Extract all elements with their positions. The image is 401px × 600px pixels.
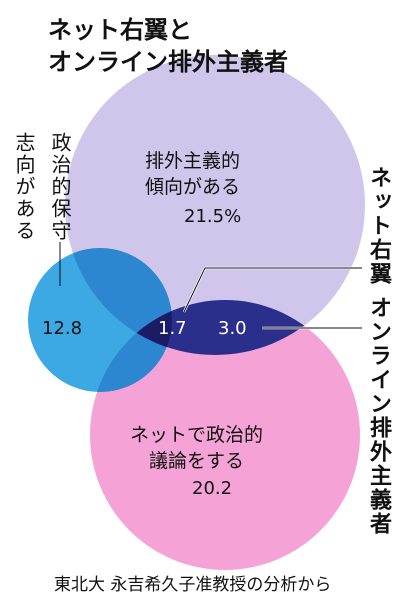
label-line: 傾向がある bbox=[145, 176, 241, 198]
label-line: 議論をする bbox=[149, 450, 245, 472]
title: オンライン排外主義者 bbox=[48, 48, 288, 76]
circle-label: 排外主義的傾向がある bbox=[145, 148, 240, 200]
overlap-value: 1.7 bbox=[158, 318, 187, 339]
circle-value: 20.2 bbox=[192, 478, 233, 499]
circle-label: 志向がある bbox=[12, 132, 36, 242]
label-line: 排外主義的 bbox=[145, 150, 241, 172]
circle-label: 政治的保守 bbox=[48, 132, 72, 242]
pink-circle bbox=[90, 300, 360, 570]
circle-value: 21.5% bbox=[184, 206, 242, 227]
overlap-value: 3.0 bbox=[218, 318, 247, 339]
source: 東北大 永吉希久子准教授の分析から bbox=[54, 575, 332, 595]
circle-label: ネットで政治的 議論をする bbox=[130, 422, 263, 474]
title: ネット右翼と bbox=[48, 16, 192, 44]
label-line: ネットで政治的 bbox=[130, 424, 264, 446]
circle-value: 12.8 bbox=[42, 318, 83, 339]
overlap-label: オンライン排外主義者 bbox=[366, 296, 391, 536]
leader-line bbox=[183, 267, 362, 313]
overlap-label: ネット右翼 bbox=[366, 166, 391, 286]
